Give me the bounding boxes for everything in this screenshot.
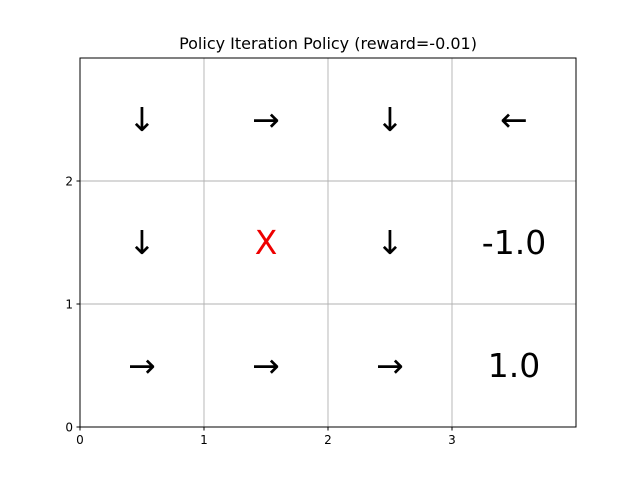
x-tick-label: 3 [448,433,456,447]
policy-cell-r1-c3: -1.0 [482,223,546,262]
axis-ticks: 0 1 2 3 0 1 2 [65,174,455,447]
policy-cells: ↓ → ↓ ← ↓ X ↓ -1.0 → → → 1.0 [128,100,546,385]
policy-cell-r0-c3: ← [500,100,528,139]
chart-title: Policy Iteration Policy (reward=-0.01) [179,34,477,53]
x-tick-label: 0 [76,433,84,447]
policy-cell-r0-c2: ↓ [376,100,404,139]
x-tick-label: 1 [200,433,208,447]
x-tick-label: 2 [324,433,332,447]
policy-cell-r1-c1: X [255,223,278,262]
policy-cell-r2-c0: → [128,346,156,385]
y-tick-label: 1 [65,297,73,311]
policy-cell-r0-c0: ↓ [128,100,156,139]
policy-cell-r1-c0: ↓ [128,223,156,262]
y-tick-label: 2 [65,174,73,188]
policy-cell-r2-c3: 1.0 [488,346,540,385]
policy-cell-r1-c2: ↓ [376,223,404,262]
policy-cell-r2-c1: → [252,346,280,385]
policy-cell-r0-c1: → [252,100,280,139]
policy-cell-r2-c2: → [376,346,404,385]
y-tick-label: 0 [65,420,73,434]
